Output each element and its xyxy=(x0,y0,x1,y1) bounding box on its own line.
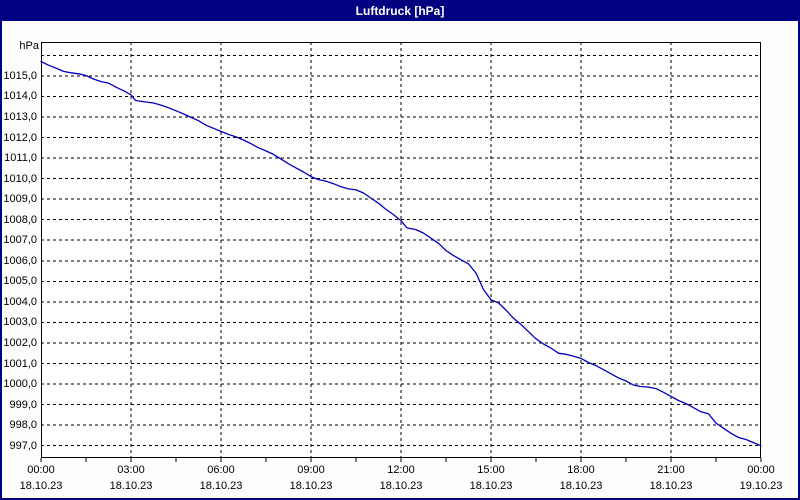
y-tick-label: 1007,0 xyxy=(3,234,37,246)
y-tick-label: 1008,0 xyxy=(3,214,37,226)
y-tick-label: 1014,0 xyxy=(3,90,37,102)
x-time-label: 09:00 xyxy=(297,464,325,476)
x-time-label: 12:00 xyxy=(387,464,415,476)
plot-border xyxy=(41,42,761,458)
x-time-label: 06:00 xyxy=(207,464,235,476)
y-axis-unit-label: hPa xyxy=(19,40,39,52)
x-time-label: 15:00 xyxy=(477,464,505,476)
y-tick-label: 1006,0 xyxy=(3,255,37,267)
x-time-label: 00:00 xyxy=(27,464,55,476)
x-date-label: 18.10.23 xyxy=(289,480,333,492)
x-date-label: 18.10.23 xyxy=(379,480,423,492)
x-time-label: 18:00 xyxy=(567,464,595,476)
y-tick-label: 1004,0 xyxy=(3,296,37,308)
x-date-label: 18.10.23 xyxy=(109,480,153,492)
x-date-label: 18.10.23 xyxy=(559,480,603,492)
y-tick-label: 999,0 xyxy=(9,399,37,411)
y-tick-label: 1013,0 xyxy=(3,111,37,123)
y-tick-label: 1015,0 xyxy=(3,70,37,82)
y-tick-label: 1010,0 xyxy=(3,173,37,185)
x-date-label: 18.10.23 xyxy=(199,480,243,492)
y-tick-label: 997,0 xyxy=(9,440,37,452)
x-date-label: 18.10.23 xyxy=(469,480,513,492)
y-tick-label: 1009,0 xyxy=(3,193,37,205)
window-title: Luftdruck [hPa] xyxy=(2,2,798,21)
y-tick-label: 1000,0 xyxy=(3,378,37,390)
x-time-label: 00:00 xyxy=(747,464,775,476)
x-date-label: 18.10.23 xyxy=(649,480,693,492)
y-tick-label: 1003,0 xyxy=(3,316,37,328)
y-tick-label: 1002,0 xyxy=(3,337,37,349)
x-date-label: 19.10.23 xyxy=(739,480,783,492)
x-time-label: 21:00 xyxy=(657,464,685,476)
y-tick-label: 1011,0 xyxy=(4,152,37,164)
plot-area xyxy=(41,42,761,458)
y-tick-label: 998,0 xyxy=(9,419,37,431)
x-date-label: 18.10.23 xyxy=(19,480,63,492)
y-tick-label: 1012,0 xyxy=(3,132,37,144)
y-tick-label: 1001,0 xyxy=(3,358,37,370)
y-tick-label: 1005,0 xyxy=(3,275,37,287)
pressure-line xyxy=(40,60,762,447)
x-time-label: 03:00 xyxy=(117,464,145,476)
